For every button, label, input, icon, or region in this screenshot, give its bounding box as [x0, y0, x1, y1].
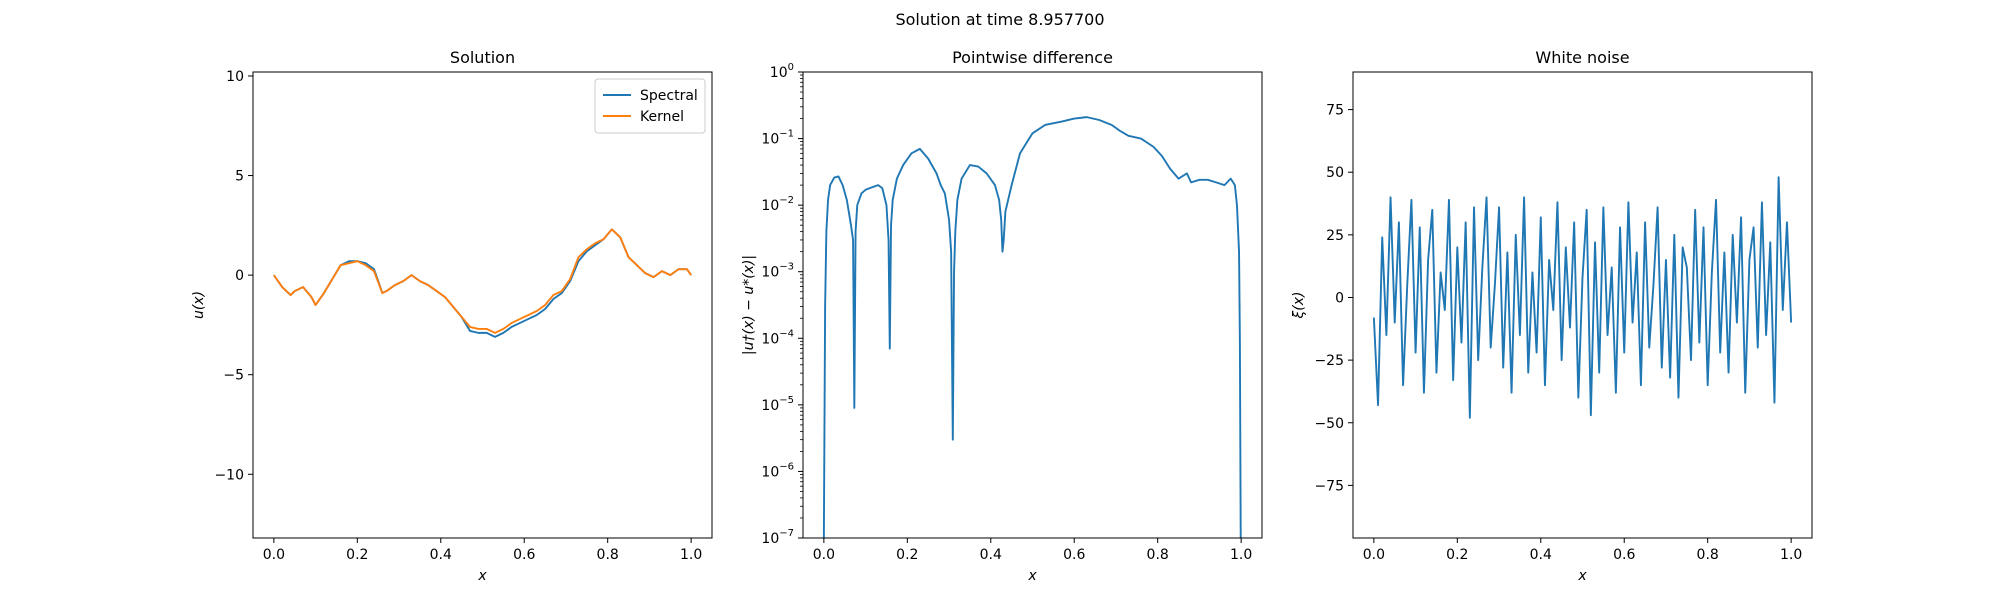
y-tick-label: 10−6 [761, 461, 794, 480]
subplot-3: 0.0 0.2 0.4 0.6 0.8 1.0 −75 −50 −25 0 25 50 75 White … [1291, 48, 1813, 584]
y-tick-label: −75 [1314, 478, 1344, 494]
x-axis-label: x [1027, 568, 1037, 584]
y-tick-label: 10−4 [761, 328, 794, 347]
subplot-title: White noise [1535, 48, 1629, 67]
y-tick-label: 100 [770, 62, 794, 81]
x-axis-label: x [477, 568, 487, 584]
x-tick-label: 0.0 [263, 547, 285, 563]
x-tick-label: 1.0 [1780, 547, 1802, 563]
y-axis-label: ξ(x) [1291, 291, 1307, 319]
x-axis-label: x [1577, 568, 1587, 584]
legend-label-spectral: Spectral [640, 88, 698, 104]
axes-frame [802, 71, 1263, 539]
y-tick-label: 10−1 [761, 129, 794, 148]
x-tick-label: 1.0 [1230, 547, 1252, 563]
axes-frame [1352, 71, 1813, 539]
x-tick-label: 0.6 [1613, 547, 1635, 563]
x-tick-label: 0.0 [1363, 547, 1385, 563]
series-line-1 [822, 116, 1242, 538]
x-tick-label: 0.4 [430, 547, 452, 563]
x-tick-label: 0.8 [1697, 547, 1719, 563]
legend: Spectral Kernel [594, 78, 706, 134]
y-tick-label: 10−3 [761, 262, 794, 281]
subplot-1: 0.0 0.2 0.4 0.6 0.8 1.0 −10 −5 0 5 10 Solution x u(x)… [191, 48, 713, 584]
x-tick-label: 0.6 [513, 547, 535, 563]
legend-box [594, 78, 706, 134]
subplot-title: Solution [450, 48, 515, 67]
y-tick-label: 25 [1326, 228, 1344, 244]
x-tick-label: 0.2 [896, 547, 918, 563]
x-tick-label: 0.2 [1446, 547, 1468, 563]
x-tick-label: 0.8 [1147, 547, 1169, 563]
y-tick-label: −10 [214, 467, 244, 483]
x-tick-label: 0.8 [597, 547, 619, 563]
y-tick-label: 10−5 [761, 395, 794, 414]
legend-label-kernel: Kernel [640, 109, 684, 125]
y-axis-label: u(x) [191, 291, 207, 319]
subplot-2: 0.0 0.2 0.4 0.6 0.8 1.0 10−7 10−6 10−5 10−4 10−3 10… [741, 48, 1263, 584]
series-line-1 [1372, 176, 1793, 419]
y-axis-label: |u†(x) − u*(x)| [741, 255, 757, 355]
y-tick-label: 10−2 [761, 195, 794, 214]
x-tick-label: 0.4 [1530, 547, 1552, 563]
y-tick-label: 75 [1326, 103, 1344, 119]
y-tick-label: 50 [1326, 165, 1344, 181]
y-tick-label: −25 [1314, 353, 1344, 369]
y-tick-label: 0 [235, 268, 244, 284]
y-tick-label: 10 [226, 69, 244, 85]
series-line-kernel [273, 228, 692, 334]
y-tick-label: 5 [235, 169, 244, 185]
x-tick-label: 1.0 [680, 547, 702, 563]
series-line-spectral [273, 228, 692, 338]
subplot-title: Pointwise difference [952, 48, 1113, 67]
y-tick-label: −5 [223, 368, 244, 384]
y-tick-label: 0 [1335, 290, 1344, 306]
axes-frame [252, 71, 713, 539]
y-tick-label: −50 [1314, 416, 1344, 432]
y-tick-label: 10−7 [761, 528, 794, 547]
x-tick-label: 0.6 [1063, 547, 1085, 563]
figure-suptitle: Solution at time 8.957700 [895, 10, 1105, 29]
x-tick-label: 0.4 [980, 547, 1002, 563]
x-tick-label: 0.2 [346, 547, 368, 563]
x-tick-label: 0.0 [813, 547, 835, 563]
